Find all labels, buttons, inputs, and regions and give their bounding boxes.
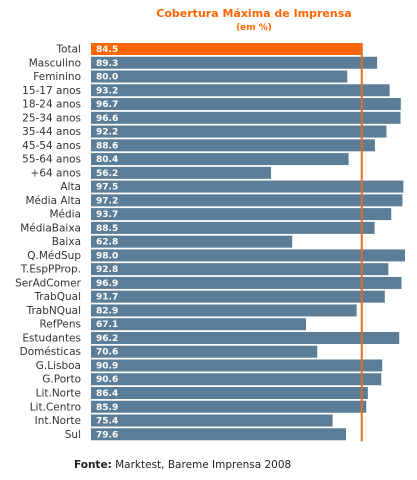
value-label: 82.9 xyxy=(96,306,118,316)
bar xyxy=(91,153,349,166)
value-label: 56.2 xyxy=(96,169,118,179)
bar xyxy=(91,125,387,138)
category-label: Sul xyxy=(65,429,81,441)
category-label: 45-54 anos xyxy=(22,140,81,152)
bar xyxy=(91,221,375,234)
bar xyxy=(91,276,402,289)
value-label: 89.3 xyxy=(96,59,118,69)
category-label: +64 anos xyxy=(31,167,81,179)
category-label: 25-34 anos xyxy=(22,112,81,124)
category-label: Alta xyxy=(60,181,81,193)
value-label: 98.0 xyxy=(96,251,118,261)
bar xyxy=(91,428,347,441)
value-label: 84.5 xyxy=(96,45,118,55)
value-label: 67.1 xyxy=(96,320,118,330)
value-label: 92.2 xyxy=(96,128,118,138)
category-label: TrabQual xyxy=(33,291,81,303)
bar xyxy=(91,235,293,248)
value-label: 88.6 xyxy=(96,141,118,151)
category-label: Média xyxy=(49,209,81,221)
bar xyxy=(91,249,405,262)
value-label: 93.2 xyxy=(96,86,118,96)
chart-subtitle: (em %) xyxy=(236,23,272,33)
bar xyxy=(91,98,401,111)
category-label: Média Alta xyxy=(25,195,81,207)
bar xyxy=(91,208,392,221)
bar xyxy=(91,414,333,427)
bar xyxy=(91,400,367,413)
category-label: 15-17 anos xyxy=(22,85,81,97)
category-label: Feminino xyxy=(33,71,81,83)
bar-total xyxy=(91,43,362,55)
category-label: 18-24 anos xyxy=(22,99,81,111)
bar xyxy=(91,373,382,386)
value-label: 86.4 xyxy=(96,389,118,399)
value-label: 90.9 xyxy=(96,361,118,371)
category-label: Baixa xyxy=(52,236,81,248)
bar xyxy=(91,318,306,331)
bar xyxy=(91,345,318,358)
value-label: 88.5 xyxy=(96,224,118,234)
bar xyxy=(91,359,383,372)
category-label: T.EspPProp. xyxy=(20,264,81,276)
chart-title: Cobertura Máxima de Imprensa xyxy=(156,7,351,20)
category-label: Masculino xyxy=(29,57,81,69)
bar xyxy=(91,263,389,276)
value-label: 92.8 xyxy=(96,265,118,275)
category-label: MédiaBaixa xyxy=(20,222,81,234)
value-label: 91.7 xyxy=(96,293,118,303)
bar xyxy=(91,290,385,303)
bar xyxy=(91,139,375,152)
source-text: Marktest, Bareme Imprensa 2008 xyxy=(111,459,292,471)
value-label: 96.7 xyxy=(96,100,118,110)
source-label: Fonte: xyxy=(74,459,112,471)
value-label: 80.0 xyxy=(96,73,118,83)
bar xyxy=(91,387,368,399)
category-label: Q.MédSup xyxy=(27,250,81,262)
category-label: Domésticas xyxy=(20,346,81,358)
category-label: 55-64 anos xyxy=(22,154,81,166)
value-label: 70.6 xyxy=(96,348,118,358)
bar xyxy=(91,84,390,97)
bar xyxy=(91,304,357,317)
bar xyxy=(91,70,348,83)
category-label: Estudantes xyxy=(22,332,81,344)
category-label: Int.Norte xyxy=(35,415,81,427)
bar xyxy=(91,111,401,124)
category-label: G.Lisboa xyxy=(36,360,81,372)
value-label: 79.6 xyxy=(96,430,118,440)
value-label: 97.5 xyxy=(96,183,118,193)
category-label: Total xyxy=(55,44,81,56)
source-note: Fonte: Marktest, Bareme Imprensa 2008 xyxy=(74,459,291,471)
bar xyxy=(91,166,272,179)
bars-group: Total 84.5 Masculino 89.3 Feminino 80.0 15-17 … xyxy=(15,43,405,441)
category-label: TrabNQual xyxy=(26,305,81,317)
bar xyxy=(91,194,403,207)
category-label: RefPens xyxy=(39,319,81,331)
category-label: G.Porto xyxy=(42,374,81,386)
category-label: Lit.Centro xyxy=(30,401,81,413)
bar xyxy=(91,56,378,69)
value-label: 62.8 xyxy=(96,238,118,248)
value-label: 93.7 xyxy=(96,210,118,220)
value-label: 96.2 xyxy=(96,334,118,344)
value-label: 90.6 xyxy=(96,375,118,385)
value-label: 80.4 xyxy=(96,155,118,165)
category-label: 35-44 anos xyxy=(22,126,81,138)
bar xyxy=(91,331,400,344)
value-label: 97.2 xyxy=(96,196,118,206)
value-label: 96.6 xyxy=(96,114,118,124)
value-label: 85.9 xyxy=(96,403,118,413)
value-label: 96.9 xyxy=(96,279,118,289)
bar xyxy=(91,180,404,193)
category-label: Lit.Norte xyxy=(36,388,81,400)
value-label: 75.4 xyxy=(96,417,118,427)
category-label: SerAdComer xyxy=(15,277,82,289)
